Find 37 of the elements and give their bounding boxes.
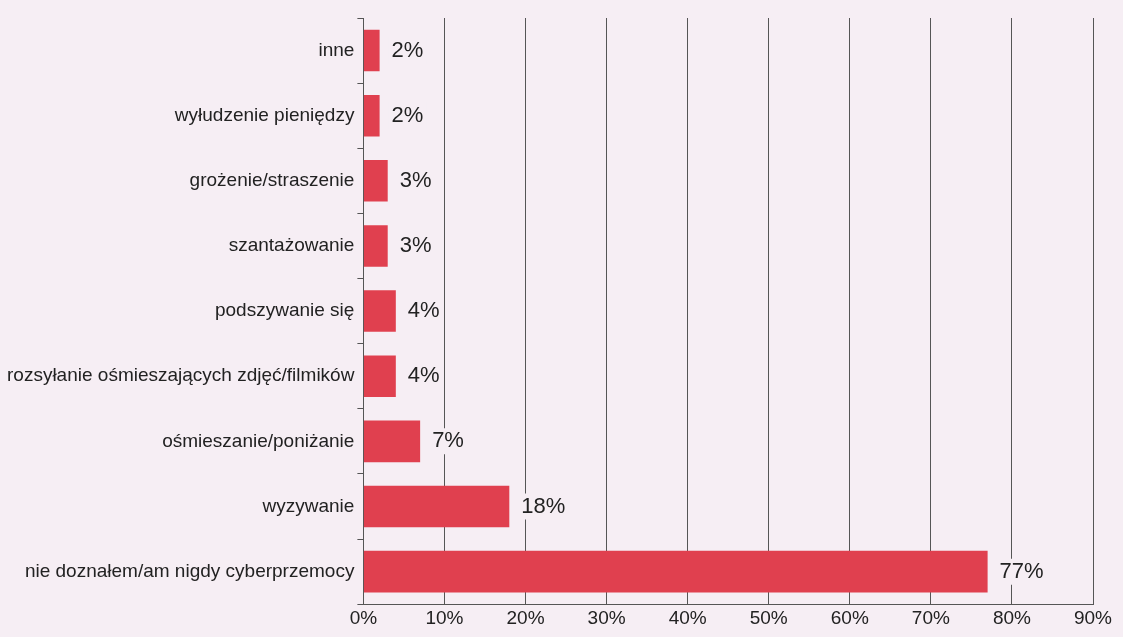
bar bbox=[363, 94, 380, 137]
y-tick-label: grożenie/straszenie bbox=[189, 169, 355, 191]
x-tick-label: 10% bbox=[425, 606, 464, 628]
bar bbox=[363, 225, 388, 267]
y-tick-label: podszywanie się bbox=[214, 299, 355, 321]
data-label: 3% bbox=[399, 166, 432, 192]
y-tick-label: ośmieszanie/poniżanie bbox=[162, 429, 355, 451]
x-tick-label: 90% bbox=[1073, 606, 1113, 628]
x-tick-label: 40% bbox=[668, 606, 707, 628]
data-label: 3% bbox=[399, 232, 432, 258]
data-label: 18% bbox=[521, 492, 566, 518]
x-tick-label: 30% bbox=[587, 606, 626, 628]
data-label: 2% bbox=[391, 101, 424, 127]
y-tick-label: wyzywanie bbox=[261, 494, 355, 516]
bar bbox=[363, 160, 388, 202]
bar bbox=[363, 420, 421, 463]
x-tick-label: 50% bbox=[749, 606, 788, 628]
data-label: 77% bbox=[999, 557, 1044, 583]
y-tick-label: szantażowanie bbox=[228, 234, 355, 256]
y-tick-label: nie doznałem/am nigdy cyberprzemocy bbox=[24, 559, 355, 581]
data-label: 4% bbox=[407, 362, 440, 388]
x-tick-label: 80% bbox=[992, 606, 1032, 628]
bar bbox=[363, 550, 988, 593]
x-tick-label: 70% bbox=[911, 606, 950, 628]
y-tick-label: wyłudzenie pieniędzy bbox=[173, 103, 355, 125]
x-tick-label: 0% bbox=[349, 606, 378, 628]
bar bbox=[363, 355, 396, 397]
x-tick-label: 20% bbox=[506, 606, 545, 628]
data-label: 2% bbox=[391, 36, 424, 62]
y-tick-label: rozsyłanie ośmieszających zdjęć/filmików bbox=[7, 364, 355, 386]
bar bbox=[363, 290, 396, 332]
data-label: 4% bbox=[407, 297, 440, 323]
bar bbox=[363, 29, 380, 72]
x-tick-label: 60% bbox=[830, 606, 869, 628]
y-tick-label: inne bbox=[318, 38, 355, 60]
data-label: 7% bbox=[432, 427, 464, 453]
bar bbox=[363, 485, 510, 528]
